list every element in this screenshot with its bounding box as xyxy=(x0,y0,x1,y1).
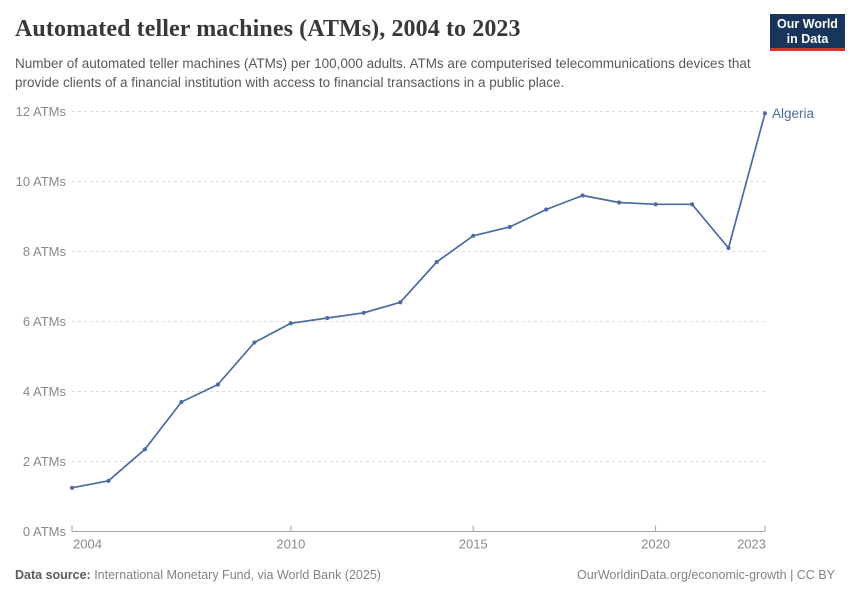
y-axis-tick-label: 10 ATMs xyxy=(16,174,67,189)
chart-footer: Data source: International Monetary Fund… xyxy=(15,568,835,582)
y-axis-tick-label: 2 ATMs xyxy=(23,454,67,469)
x-axis-tick-label: 2004 xyxy=(73,537,102,552)
y-axis-tick-label: 12 ATMs xyxy=(16,104,67,119)
data-point[interactable] xyxy=(471,233,476,238)
data-point[interactable] xyxy=(726,245,731,251)
chart-subtitle: Number of automated teller machines (ATM… xyxy=(15,56,751,90)
data-source-label: Data source: xyxy=(15,568,91,582)
data-point[interactable] xyxy=(398,300,403,305)
data-point[interactable] xyxy=(434,259,439,265)
owid-citation-link[interactable]: OurWorldinData.org/economic-growth | CC … xyxy=(577,568,835,582)
page-title: Automated teller machines (ATMs), 2004 t… xyxy=(15,16,521,42)
data-point[interactable] xyxy=(252,340,257,345)
data-point[interactable] xyxy=(653,202,658,207)
data-point[interactable] xyxy=(142,447,147,452)
x-axis-tick-label: 2020 xyxy=(641,537,670,552)
x-axis-tick-label: 2010 xyxy=(276,537,305,552)
y-axis-tick-label: 6 ATMs xyxy=(23,314,67,329)
data-point[interactable] xyxy=(106,478,111,483)
data-source-value: International Monetary Fund, via World B… xyxy=(90,568,381,582)
data-point[interactable] xyxy=(361,310,366,315)
x-axis-tick-label: 2015 xyxy=(459,537,488,552)
y-axis-tick-label: 0 ATMs xyxy=(23,524,67,539)
owid-logo-line2: in Data xyxy=(786,32,829,47)
data-point[interactable] xyxy=(762,111,768,116)
data-point[interactable] xyxy=(69,485,75,490)
data-point[interactable] xyxy=(580,193,585,198)
owid-logo: Our World in Data xyxy=(770,14,845,51)
data-point[interactable] xyxy=(179,399,184,405)
data-point[interactable] xyxy=(215,382,220,387)
x-axis-tick-label: 2023 xyxy=(737,537,766,552)
data-source-text: Data source: International Monetary Fund… xyxy=(15,568,381,582)
data-point[interactable] xyxy=(544,207,549,212)
y-axis-tick-label: 4 ATMs xyxy=(23,384,67,399)
owid-logo-line1: Our World xyxy=(777,17,838,31)
data-point[interactable] xyxy=(507,224,512,230)
y-axis-tick-label: 8 ATMs xyxy=(23,244,67,259)
entity-label[interactable]: Algeria xyxy=(772,106,815,121)
data-point[interactable] xyxy=(325,315,330,321)
series-line-algeria[interactable] xyxy=(71,112,766,489)
data-point[interactable] xyxy=(690,202,695,207)
data-point[interactable] xyxy=(617,200,622,205)
data-point[interactable] xyxy=(288,321,293,326)
